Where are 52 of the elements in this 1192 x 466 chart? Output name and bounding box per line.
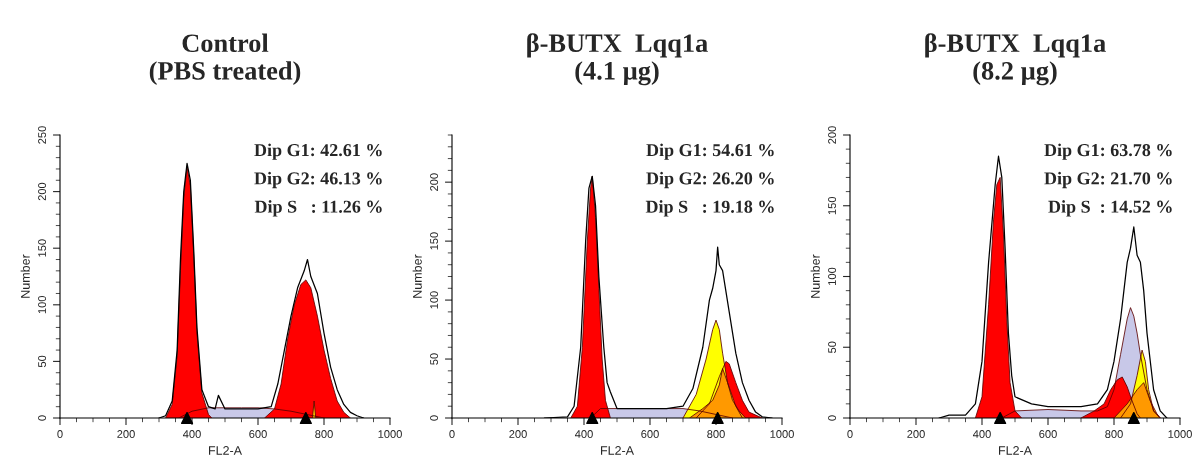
y-tick-label: 100 [430,291,438,309]
annotation: Dip G2: 21.70 % [1044,171,1172,189]
chart-title: Control (PBS treated) [149,33,301,86]
annotation: Dip G1: 63.78 % [1044,143,1172,160]
chart-title: β-BUTX Lqq1a (4.1 µg) [527,33,708,86]
x-tick-label: 600 [1039,430,1057,438]
y-tick-label: 250 [38,126,46,144]
y-axis-title: Number [20,254,30,298]
x-tick-label: 0 [57,430,63,438]
annotation: Dip G2: 26.20 % [646,171,774,189]
y-axis-title: Number [810,254,820,298]
x-tick-label: 200 [117,430,135,438]
x-tick-label: 800 [707,430,725,438]
y-tick-label: 50 [38,355,46,368]
y-tick-label: 100 [38,295,46,314]
y-tick-label: 50 [430,353,438,365]
x-tick-label: 0 [847,430,853,438]
x-tick-label: 400 [182,430,201,438]
annotation: Dip S : 14.52 % [1048,200,1172,217]
y-tick-label: 150 [430,232,438,250]
y-tick-label: 0 [38,415,46,421]
y-tick-label: 100 [828,267,836,285]
x-axis-title: FL2-A [999,446,1032,455]
x-tick-label: 1000 [378,430,402,438]
x-tick-label: 0 [449,430,455,438]
x-tick-label: 400 [574,430,593,438]
annotation: Dip G1: 42.61 % [254,143,382,160]
x-tick-label: 200 [509,430,527,438]
x-tick-label: 1000 [770,430,794,438]
x-tick-label: 600 [641,430,659,438]
x-tick-label: 800 [315,430,333,438]
chart-title: β-BUTX Lqq1a (8.2 µg) [925,33,1106,86]
x-tick-label: 600 [249,430,267,438]
y-tick-label: 200 [38,182,46,201]
annotation: Dip G2: 46.13 % [254,171,382,189]
y-tick-label: 0 [430,415,438,421]
x-axis-title: FL2-A [209,446,242,455]
y-axis-title: Number [412,254,422,298]
annotation: Dip G1: 54.61 % [646,143,774,160]
x-tick-label: 800 [1105,430,1123,438]
x-axis-title: FL2-A [601,446,634,455]
y-tick-label: 150 [828,196,836,215]
y-tick-label: 200 [828,126,836,144]
x-tick-label: 1000 [1168,430,1192,438]
annotation: Dip S : 11.26 % [254,200,382,217]
x-tick-label: 200 [907,430,925,438]
y-tick-label: 0 [828,415,836,421]
y-tick-label: 150 [38,239,46,257]
y-tick-label: 50 [828,341,836,353]
x-tick-label: 400 [972,430,991,438]
y-tick-label: 200 [430,173,438,191]
annotation: Dip S : 19.18 % [645,200,774,217]
